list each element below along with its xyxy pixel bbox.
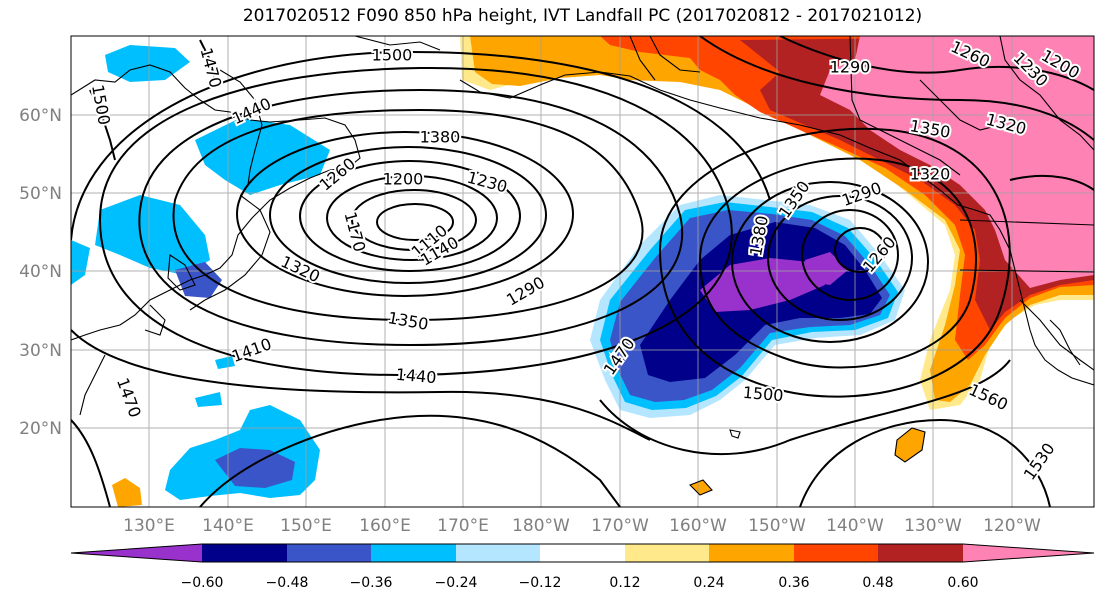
lat-axis: 60°N 50°N 40°N 30°N 20°N <box>19 106 62 439</box>
colorbar-box <box>878 544 963 562</box>
colorbar-ticks: −0.60 −0.48 −0.36 −0.24 −0.12 0.12 0.24 … <box>181 575 979 591</box>
lat-label-40N: 40°N <box>19 262 62 282</box>
coastlines <box>71 36 1094 496</box>
contour-label: 1500 <box>742 383 784 405</box>
contour-label: 1440 <box>395 365 437 387</box>
colorbar-box <box>287 544 371 562</box>
colorbar-tick-label: −0.12 <box>519 575 562 591</box>
lat-label-60N: 60°N <box>19 106 62 126</box>
colorbar-box <box>202 544 287 562</box>
contour-label-halo: 1500 <box>372 46 413 65</box>
positive-ivt-shading <box>112 36 1094 507</box>
colorbar-tick-label: −0.48 <box>266 575 309 591</box>
lon-label-170E: 170°E <box>437 516 489 536</box>
colorbar-tick-label: −0.24 <box>435 575 478 591</box>
height-contours <box>71 36 1094 507</box>
colorbar-box <box>794 544 878 562</box>
colorbar-tick-label: 0.12 <box>609 575 640 591</box>
lon-label-130W: 130°W <box>904 516 962 536</box>
colorbar-extend-high <box>963 544 1094 562</box>
contour-label-halo: 1320 <box>910 165 951 184</box>
colorbar-tick-label: 0.24 <box>693 575 724 591</box>
colorbar-tick-label: −0.36 <box>350 575 393 591</box>
colorbar-box <box>371 544 456 562</box>
contour-label: 1200 <box>383 170 424 189</box>
colorbar-tick-label: 0.36 <box>778 575 809 591</box>
lon-axis: 130°E 140°E 150°E 160°E 170°E 180°W 170°… <box>123 516 1041 536</box>
lon-label-130E: 130°E <box>123 516 175 536</box>
contour-label: 1500 <box>372 46 413 65</box>
lat-label-30N: 30°N <box>19 341 62 361</box>
lon-label-160E: 160°E <box>359 516 411 536</box>
lon-label-140W: 140°W <box>826 516 884 536</box>
colorbar-extend-low <box>71 544 202 562</box>
contour-label-halo: 1380 <box>420 128 461 147</box>
colorbar-box <box>456 544 540 562</box>
contour-label-halo: 1290 <box>830 58 871 77</box>
map-border <box>70 35 1095 508</box>
lon-label-150W: 150°W <box>748 516 806 536</box>
lon-label-170W: 170°W <box>591 516 649 536</box>
colorbar <box>70 543 1095 563</box>
lon-label-120W: 120°W <box>983 516 1041 536</box>
lon-label-150E: 150°E <box>280 516 332 536</box>
colorbar-tick-label: 0.48 <box>862 575 893 591</box>
colorbar-outline <box>70 543 1095 563</box>
colorbar-box <box>625 544 709 562</box>
lon-label-160W: 160°W <box>669 516 727 536</box>
contour-label-halo: 1200 <box>383 170 424 189</box>
colorbar-box <box>709 544 794 562</box>
contour-label: 1320 <box>910 165 951 184</box>
contour-label: 1380 <box>420 128 461 147</box>
colorbar-tick-label: −0.60 <box>181 575 224 591</box>
map-title: 2017020512 F090 850 hPa height, IVT Land… <box>242 6 923 26</box>
colorbar-box <box>540 544 625 562</box>
lat-label-50N: 50°N <box>19 184 62 204</box>
lat-label-20N: 20°N <box>19 419 62 439</box>
contour-label-halo: 1440 <box>395 365 437 387</box>
lon-label-140E: 140°E <box>202 516 254 536</box>
lon-label-180W: 180°W <box>512 516 570 536</box>
colorbar-tick-label: 0.60 <box>947 575 978 591</box>
contour-label: 1290 <box>830 58 871 77</box>
